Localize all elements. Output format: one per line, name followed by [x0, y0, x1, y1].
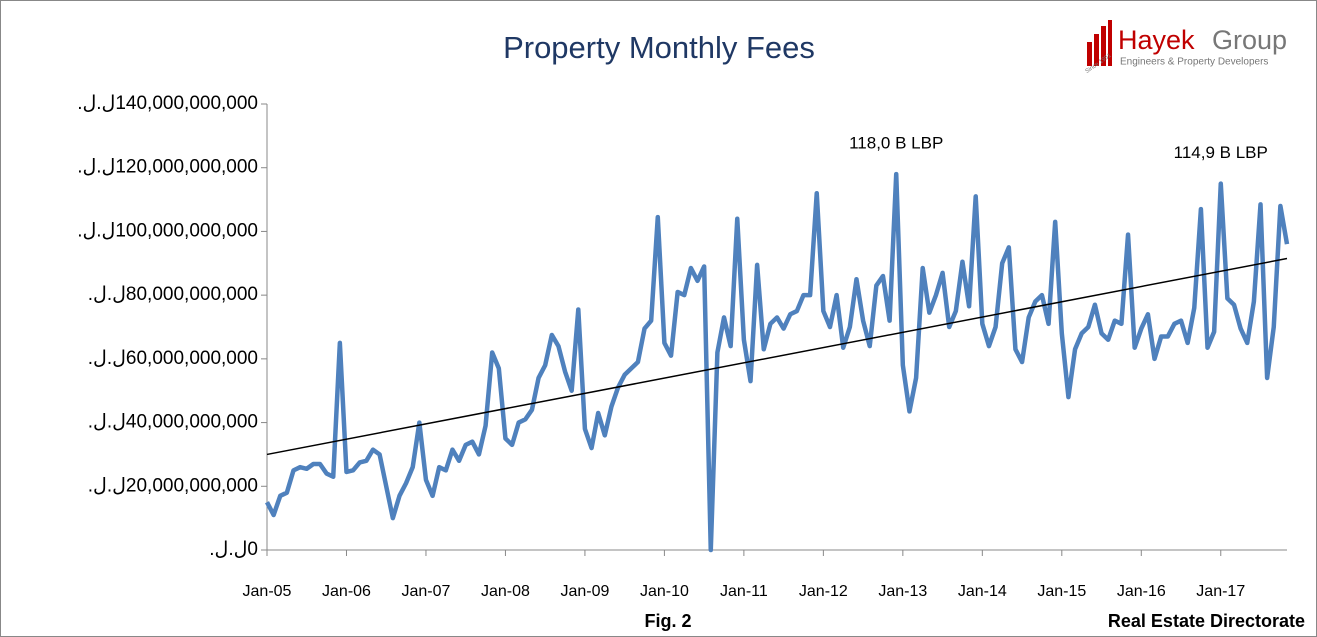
x-tick-label: Jan-10: [640, 583, 689, 600]
y-tick-label: .ل.ل‎40,000,000,000: [88, 412, 258, 433]
y-tick-label: .ل.ل‎0: [209, 539, 258, 560]
figure-label: Fig. 2: [644, 611, 691, 631]
x-tick-label: Jan-16: [1117, 583, 1166, 600]
x-tick-label: Jan-14: [958, 583, 1007, 600]
x-tick-label: Jan-05: [243, 583, 292, 600]
annotation: 114,9 B LBP: [1174, 143, 1268, 162]
x-tick-label: Jan-15: [1037, 583, 1086, 600]
x-tick-label: Jan-12: [799, 583, 848, 600]
logo-bar: [1101, 26, 1106, 66]
y-tick-label: .ل.ل‎60,000,000,000: [88, 348, 258, 369]
logo-bar: [1108, 20, 1112, 66]
x-tick-label: Jan-06: [322, 583, 371, 600]
source: Real Estate Directorate: [1108, 611, 1305, 631]
y-tick-label: .ل.ل‎100,000,000,000: [77, 220, 258, 241]
y-tick-label: .ل.ل‎140,000,000,000: [77, 93, 258, 114]
x-tick-label: Jan-17: [1196, 583, 1245, 600]
x-tick-label: Jan-09: [560, 583, 609, 600]
x-tick-label: Jan-07: [402, 583, 451, 600]
y-tick-label: .ل.ل‎80,000,000,000: [88, 284, 258, 305]
y-tick-label: .ل.ل‎120,000,000,000: [77, 157, 258, 178]
trend-line: [266, 257, 1288, 456]
x-tick-label: Jan-08: [481, 583, 530, 600]
logo-group: Group: [1212, 25, 1287, 55]
x-tick-label: Jan-11: [720, 583, 768, 600]
x-tick-label: Jan-13: [878, 583, 927, 600]
y-tick-label: .ل.ل‎20,000,000,000: [88, 475, 258, 496]
logo-name: Hayek: [1118, 25, 1195, 55]
logo-bar: [1094, 34, 1099, 66]
logo-tagline: Engineers & Property Developers: [1120, 57, 1268, 68]
annotation: 118,0 B LBP: [849, 134, 943, 153]
logo-bar: [1087, 42, 1092, 66]
series-line: [265, 171, 1290, 553]
chart-title: Property Monthly Fees: [503, 30, 815, 65]
